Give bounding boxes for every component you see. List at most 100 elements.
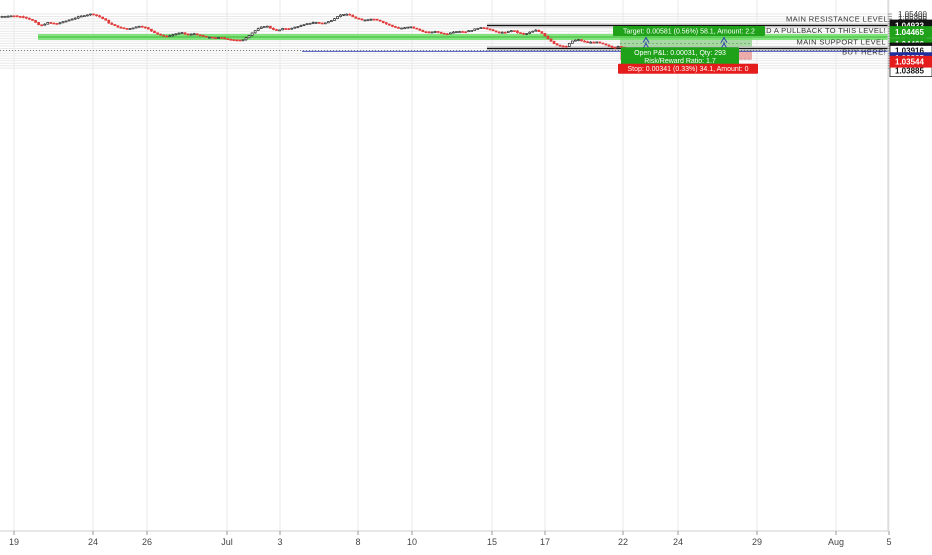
candle-body [595,41,599,44]
candle-body [314,22,318,24]
candle-body [583,40,586,43]
candle-body [589,41,593,44]
candle-body [272,27,275,30]
candle-body [540,31,544,34]
candle-body [418,28,422,31]
price-tick-label: 1.05400 [898,10,927,19]
stop-label-text: Stop: 0.00341 (0.33%) 34.1, Amount: 0 [627,66,748,73]
candle-body [119,26,123,29]
candle-body [92,13,95,16]
candle-body [375,18,379,21]
candle-body [601,42,605,45]
time-tick-label: 29 [752,537,762,547]
candle-body [345,13,348,16]
candle-body [400,27,403,30]
candle-body [299,25,303,27]
time-tick-label: 10 [407,537,417,547]
candle-body [424,31,428,34]
candle-body [333,18,336,21]
candle-body [604,43,608,46]
time-tick-label: 5 [886,537,891,547]
candle-body [61,21,65,24]
candle-body [381,20,385,23]
candle-body [232,39,236,41]
candle-body [266,25,269,28]
candle-body [442,32,446,35]
candle-body [183,32,187,35]
candle-body [558,44,562,47]
time-tick-label: Jul [221,537,233,547]
candle-body [89,13,92,16]
candle-body [430,31,434,34]
candle-body [98,15,101,18]
candle-body [598,41,602,44]
time-axis[interactable]: 19 24 26 Jul 3 8 10 15 17 22 24 29 Aug 5 [9,531,892,547]
candle-body [128,28,132,30]
candle-body [229,38,233,41]
candle-body [564,45,568,48]
candle-body [519,32,522,34]
candle-body [327,21,330,24]
candle-body [485,27,489,30]
candle-body [619,46,623,48]
candle-body [247,35,251,39]
candle-body [22,16,25,18]
candle-body [159,33,162,36]
candle-body [76,16,80,19]
candle-body [555,43,559,46]
candle-body [168,35,172,38]
candle-body [293,26,297,29]
candle-body [150,28,153,32]
candle-body [58,22,62,25]
candle-body [208,36,211,39]
candle-body [156,32,159,35]
candle-body [116,25,120,28]
candle-body [131,27,135,30]
candle-body [403,27,406,30]
candle-body [534,29,538,32]
candle-body [525,33,528,35]
candle-body [567,43,571,47]
candle-body [461,31,464,33]
candle-body [25,16,28,19]
candle-body [162,34,165,37]
candle-body [46,22,50,25]
stop-label-bg [618,63,758,74]
candle-body [491,29,495,32]
candle-body [473,28,477,31]
candle-body [137,25,141,28]
candle-body [613,46,617,49]
time-tick-label: 26 [142,537,152,547]
candle-body [330,20,333,22]
candle-body [421,30,425,33]
candle-body [40,24,44,27]
target-price-tag-text: 1.04465 [895,28,924,37]
candle-body [0,15,4,18]
candle-body [354,16,358,19]
candle-body [250,32,254,36]
candle-body [201,34,205,37]
candle-body [482,27,486,29]
candle-body [455,31,458,33]
candle-body [592,41,596,44]
candle-body [586,41,589,44]
candle-body [479,27,483,29]
candle-body [467,30,470,33]
candle-body [52,22,56,25]
candle-body [607,44,611,47]
candle-body [610,45,614,48]
candle-body [528,31,532,34]
current-price-text: 1.03885 [895,67,924,76]
time-tick-label: 3 [277,537,282,547]
candle-body [308,22,312,25]
candle-body [537,29,541,32]
candle-body [104,18,108,21]
candle-body [464,31,467,34]
candle-body [497,31,501,34]
candle-body [174,33,178,36]
candle-body [110,22,114,25]
resistance-text: MAIN RESISTANCE LEVEL [786,14,888,23]
candle-body [552,40,556,45]
candle-body [351,14,355,18]
